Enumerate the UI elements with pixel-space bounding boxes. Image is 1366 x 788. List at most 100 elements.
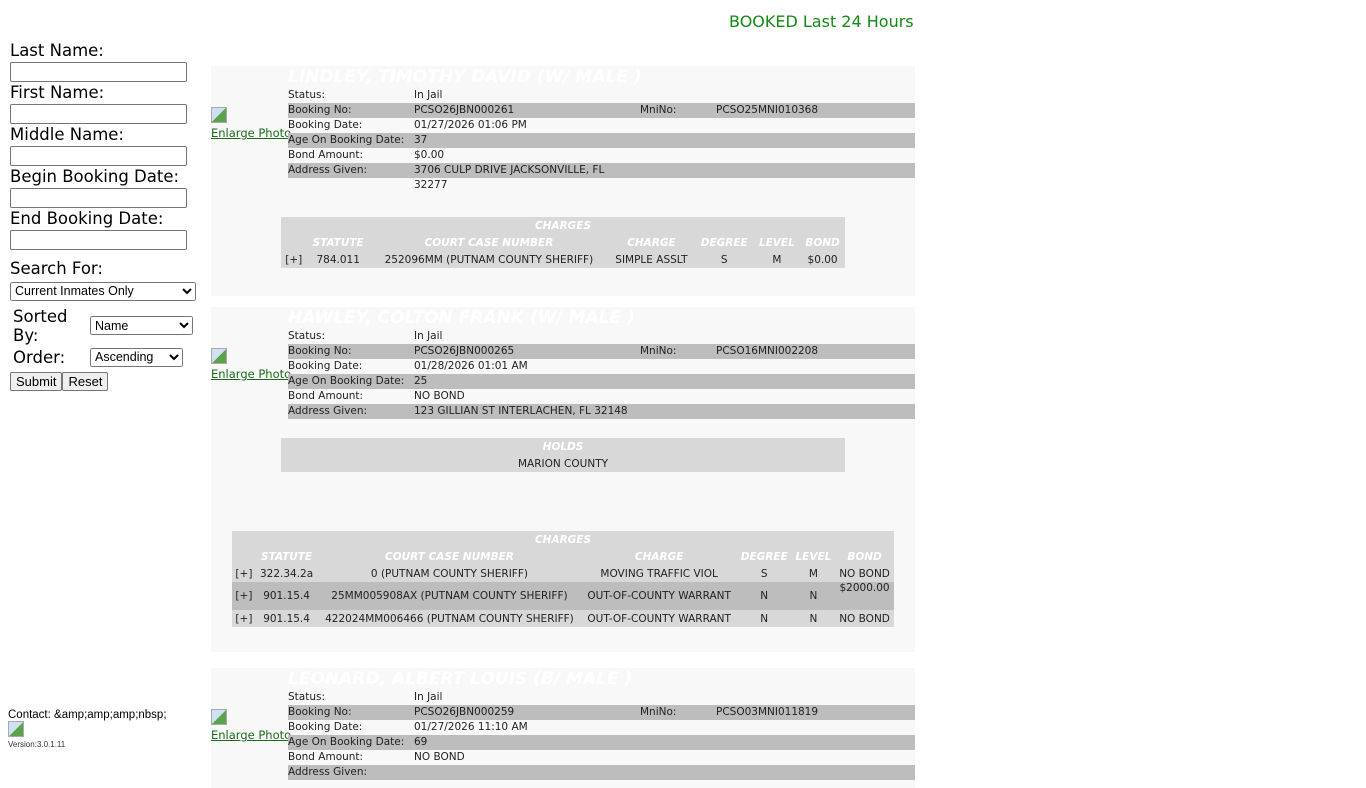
expand-charge-button[interactable]: [+] — [235, 612, 253, 625]
charge-cell: S — [760, 567, 768, 580]
expand-charge-button[interactable]: [+] — [285, 253, 303, 266]
column-header: BOND — [847, 550, 882, 563]
details-table: Status: In Jail Booking No: PCSO26JBN000265… — [288, 329, 915, 419]
inmate-record: HAWLEY, COLTON FRANK (W/ MALE ) Enlarge P… — [211, 307, 915, 652]
booking-date-value: 01/28/2026 01:01 AM — [414, 360, 528, 372]
end-date-input[interactable] — [10, 230, 187, 250]
booking-no-value: PCSO26JBN000261 — [414, 104, 515, 116]
sorted-by-select[interactable]: Name — [90, 316, 193, 335]
charge-cell: S — [720, 253, 728, 266]
charge-cell: 901.15.4 — [263, 612, 310, 625]
begin-date-input[interactable] — [10, 188, 187, 208]
column-header: CHARGE — [634, 550, 684, 563]
sorted-by-label: Sorted By: — [13, 306, 68, 345]
charge-cell: MOVING TRAFFIC VIOL — [600, 567, 718, 580]
column-header: COURT CASE NUMBER — [424, 236, 554, 249]
enlarge-photo-link[interactable]: Enlarge Photo — [211, 709, 291, 742]
column-header: DEGREE — [740, 550, 788, 563]
mni-no-label: MniNo: — [640, 706, 677, 718]
last-name-label: Last Name: — [10, 41, 104, 60]
column-header: STATUTE — [261, 550, 313, 563]
booking-no-label: Booking No: — [288, 345, 352, 357]
status-value: In Jail — [414, 691, 443, 703]
address-label: Address Given: — [288, 405, 368, 417]
booking-date-label: Booking Date: — [288, 360, 363, 372]
details-table: Status: In Jail Booking No: PCSO26JBN000261… — [288, 88, 915, 191]
enlarge-photo-link[interactable]: Enlarge Photo — [211, 348, 291, 381]
booking-no-label: Booking No: — [288, 104, 352, 116]
charge-cell: N — [736, 582, 792, 610]
reset-button[interactable]: Reset — [62, 371, 109, 391]
charge-cell: $0.00 — [807, 253, 838, 266]
booking-date-label: Booking Date: — [288, 721, 363, 733]
enlarge-photo-link[interactable]: Enlarge Photo — [211, 107, 291, 140]
charge-cell: M — [808, 567, 818, 580]
booking-no-value: PCSO26JBN000259 — [414, 706, 515, 718]
mni-no-value: PCSO25MNI010368 — [716, 104, 819, 116]
inmate-name: LINDLEY, TIMOTHY DAVID (W/ MALE ) — [288, 67, 642, 87]
expand-charge-button[interactable]: [+] — [235, 567, 253, 580]
column-header: LEVEL — [758, 236, 795, 249]
column-header: COURT CASE NUMBER — [385, 550, 514, 563]
age-label: Age On Booking Date: — [288, 736, 405, 748]
broken-image-icon — [211, 348, 227, 364]
bond-value: NO BOND — [414, 751, 465, 763]
age-value: 25 — [414, 375, 428, 387]
mni-no-label: MniNo: — [640, 104, 677, 116]
charge-cell: N — [809, 612, 818, 625]
begin-date-label: Begin Booking Date: — [10, 167, 180, 186]
inmate-record: LEONARD, ALBERT LOUIS (B/ MALE ) Enlarge … — [211, 668, 915, 788]
bond-value: $0.00 — [414, 149, 445, 161]
column-header: CHARGE — [627, 236, 676, 249]
column-header: STATUTE — [312, 236, 364, 249]
charge-cell: 422024MM006466 (PUTNAM COUNTY SHERIFF) — [325, 612, 574, 625]
address-value: 3706 CULP DRIVE JACKSONVILLE, FL 32277 — [414, 164, 605, 191]
middle-name-label: Middle Name: — [10, 125, 124, 144]
charge-cell: SIMPLE ASSLT — [615, 253, 688, 266]
broken-image-icon — [8, 721, 24, 737]
broken-image-icon — [211, 709, 227, 725]
age-value: 37 — [414, 134, 428, 146]
address-value — [414, 765, 640, 780]
age-value: 69 — [414, 736, 428, 748]
booking-date-value: 01/27/2026 01:06 PM — [414, 119, 527, 131]
details-table: Status: In Jail Booking No: PCSO26JBN000259… — [288, 690, 915, 780]
charge-cell: 322.34.2a — [259, 567, 314, 580]
first-name-label: First Name: — [10, 83, 105, 102]
address-label: Address Given: — [288, 766, 368, 778]
charge-cell: 252096MM (PUTNAM COUNTY SHERIFF) — [384, 253, 594, 266]
first-name-input[interactable] — [10, 104, 187, 124]
charge-cell: $2000.00 — [835, 582, 894, 610]
page-title: BOOKED Last 24 Hours — [729, 12, 914, 31]
holds-table: HOLDS MARION COUNTY — [281, 438, 845, 472]
charge-cell: OUT-OF-COUNTY WARRANT — [587, 612, 731, 625]
charges-table: CHARGES STATUTE COURT CASE NUMBER CHARGE DEG… — [281, 217, 845, 268]
mni-no-value: PCSO16MNI002208 — [716, 345, 819, 357]
charge-row: [+] 322.34.2a 0 (PUTNAM COUNTY SHERIFF) MOV… — [232, 565, 894, 582]
booking-no-value: PCSO26JBN000265 — [414, 345, 515, 357]
charge-cell: OUT-OF-COUNTY WARRANT — [581, 582, 737, 610]
bond-value: NO BOND — [414, 390, 465, 402]
charge-cell: M — [772, 253, 782, 266]
status-label: Status: — [288, 691, 325, 703]
search-for-select[interactable]: Current Inmates Only — [10, 281, 196, 301]
search-for-label: Search For: — [10, 259, 103, 278]
inmate-name: LEONARD, ALBERT LOUIS (B/ MALE ) — [288, 669, 633, 689]
column-header: BOND — [805, 236, 840, 249]
status-label: Status: — [288, 89, 325, 101]
charge-cell: N — [791, 582, 836, 610]
bond-label: Bond Amount: — [288, 390, 364, 402]
expand-charge-button[interactable]: [+] — [232, 582, 256, 610]
order-select[interactable]: Ascending — [90, 347, 183, 367]
age-label: Age On Booking Date: — [288, 375, 405, 387]
booking-date-label: Booking Date: — [288, 119, 363, 131]
middle-name-input[interactable] — [10, 146, 187, 166]
bond-label: Bond Amount: — [288, 751, 364, 763]
status-label: Status: — [288, 330, 325, 342]
broken-image-icon — [211, 107, 227, 123]
submit-button[interactable]: Submit — [10, 371, 63, 391]
hold-item: MARION COUNTY — [517, 457, 609, 470]
last-name-input[interactable] — [10, 62, 187, 82]
end-date-label: End Booking Date: — [10, 209, 164, 228]
column-header: LEVEL — [795, 550, 832, 563]
